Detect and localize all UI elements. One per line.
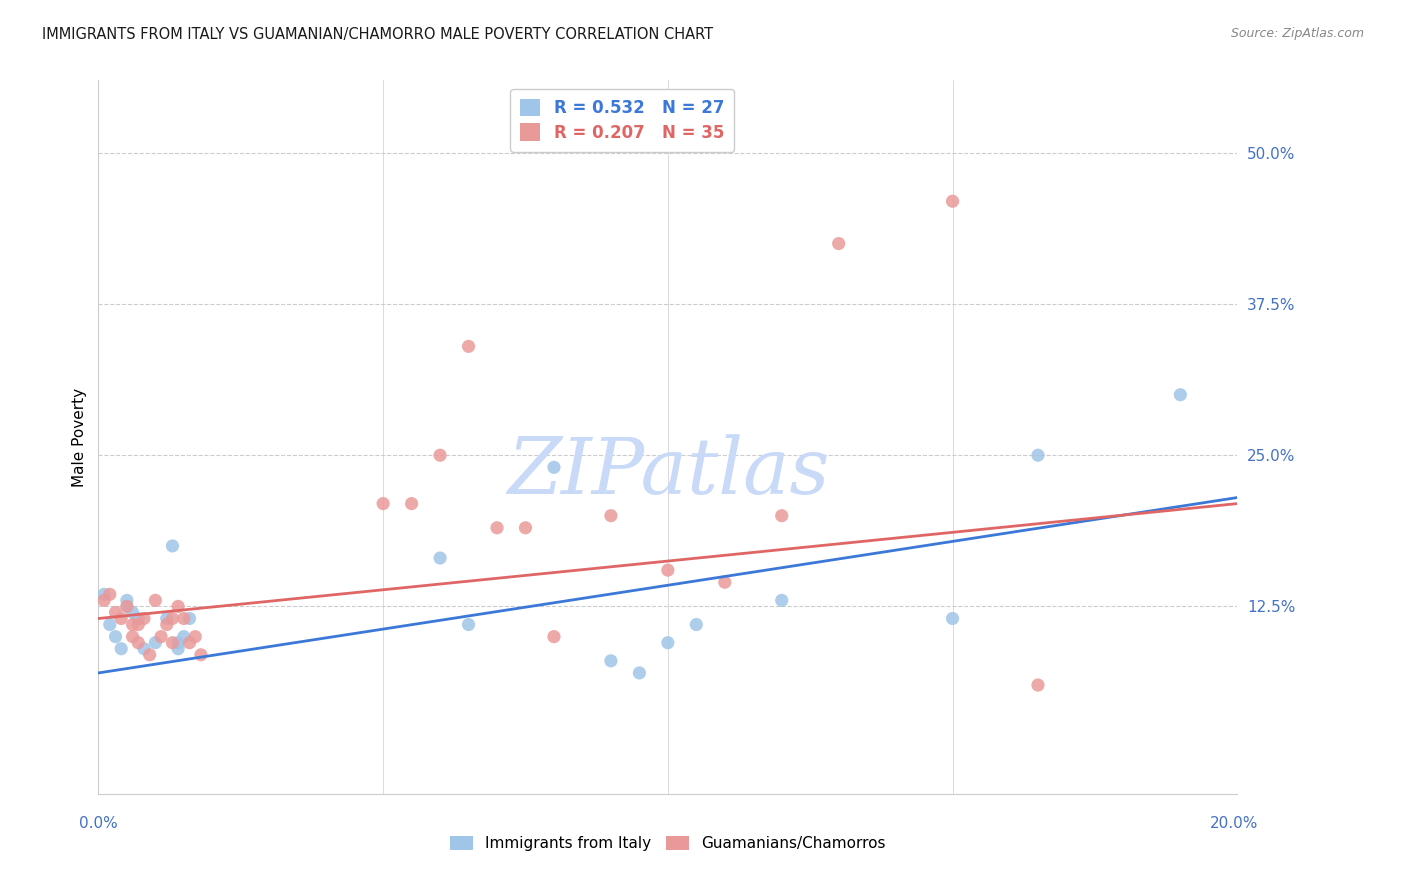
- Point: [515, 521, 537, 535]
- Point: [173, 611, 195, 625]
- Text: 20.0%: 20.0%: [1211, 816, 1258, 831]
- Point: [600, 654, 623, 668]
- Point: [104, 630, 127, 644]
- Point: [190, 648, 212, 662]
- Point: [457, 339, 479, 353]
- Point: [429, 551, 451, 566]
- Legend: Immigrants from Italy, Guamanians/Chamorros: Immigrants from Italy, Guamanians/Chamor…: [444, 830, 891, 857]
- Point: [162, 636, 184, 650]
- Point: [156, 617, 179, 632]
- Point: [600, 508, 623, 523]
- Point: [429, 448, 451, 462]
- Point: [770, 593, 793, 607]
- Point: [184, 630, 207, 644]
- Text: ZIPatlas: ZIPatlas: [506, 434, 830, 511]
- Point: [132, 641, 155, 656]
- Point: [145, 636, 167, 650]
- Point: [121, 630, 143, 644]
- Point: [167, 641, 190, 656]
- Point: [115, 599, 138, 614]
- Point: [145, 593, 167, 607]
- Text: 0.0%: 0.0%: [79, 816, 118, 831]
- Point: [115, 599, 138, 614]
- Point: [110, 641, 132, 656]
- Y-axis label: Male Poverty: Male Poverty: [72, 387, 87, 487]
- Point: [942, 194, 965, 209]
- Point: [150, 630, 173, 644]
- Text: IMMIGRANTS FROM ITALY VS GUAMANIAN/CHAMORRO MALE POVERTY CORRELATION CHART: IMMIGRANTS FROM ITALY VS GUAMANIAN/CHAMO…: [42, 27, 713, 42]
- Point: [127, 617, 149, 632]
- Point: [486, 521, 509, 535]
- Point: [401, 497, 423, 511]
- Text: Source: ZipAtlas.com: Source: ZipAtlas.com: [1230, 27, 1364, 40]
- Point: [98, 617, 121, 632]
- Point: [115, 593, 138, 607]
- Point: [162, 539, 184, 553]
- Point: [127, 636, 149, 650]
- Point: [127, 611, 149, 625]
- Point: [770, 508, 793, 523]
- Point: [1170, 388, 1192, 402]
- Point: [1026, 678, 1049, 692]
- Point: [110, 611, 132, 625]
- Point: [685, 617, 707, 632]
- Point: [543, 460, 565, 475]
- Point: [543, 630, 565, 644]
- Point: [1026, 448, 1049, 462]
- Point: [132, 611, 155, 625]
- Point: [121, 606, 143, 620]
- Point: [104, 606, 127, 620]
- Point: [373, 497, 395, 511]
- Point: [457, 617, 479, 632]
- Point: [138, 648, 160, 662]
- Point: [657, 636, 679, 650]
- Point: [173, 630, 195, 644]
- Point: [93, 593, 115, 607]
- Point: [942, 611, 965, 625]
- Point: [162, 611, 184, 625]
- Point: [657, 563, 679, 577]
- Point: [121, 617, 143, 632]
- Point: [93, 587, 115, 601]
- Point: [156, 611, 179, 625]
- Point: [714, 575, 737, 590]
- Point: [628, 665, 651, 680]
- Point: [167, 599, 190, 614]
- Point: [167, 636, 190, 650]
- Point: [98, 587, 121, 601]
- Point: [179, 611, 201, 625]
- Point: [179, 636, 201, 650]
- Point: [828, 236, 851, 251]
